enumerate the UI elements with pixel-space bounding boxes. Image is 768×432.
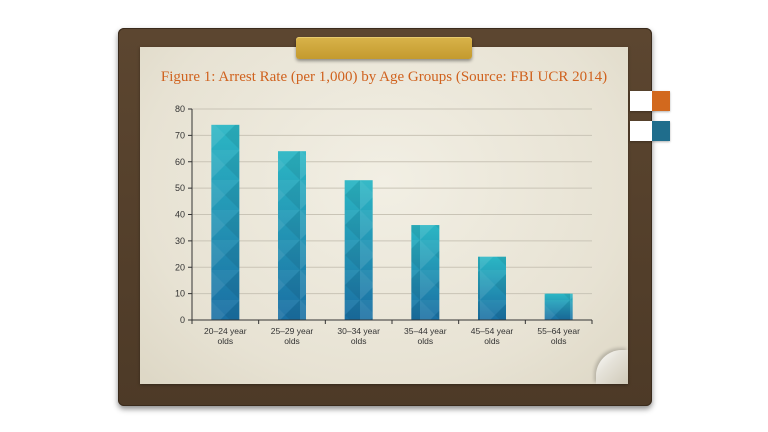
x-tick-label: olds [284, 336, 300, 346]
clipboard-clip [296, 37, 472, 59]
y-tick-label: 40 [175, 210, 185, 220]
x-tick-label: 55–64 year [537, 326, 580, 336]
bar-pattern-5 [478, 256, 506, 320]
y-tick-label: 0 [180, 315, 185, 325]
y-tick-label: 70 [175, 130, 185, 140]
chart-title: Figure 1: Arrest Rate (per 1,000) by Age… [160, 69, 608, 85]
teal-tab [630, 121, 670, 141]
x-tick-label: olds [551, 336, 567, 346]
y-tick-label: 10 [175, 289, 185, 299]
y-tick-label: 50 [175, 183, 185, 193]
bar-pattern-6 [544, 293, 573, 320]
axes [188, 108, 593, 324]
y-tick-label: 80 [175, 104, 185, 114]
x-tick-label: 35–44 year [404, 326, 447, 336]
bar-pattern-2 [278, 151, 306, 320]
x-tick-label: 45–54 year [471, 326, 514, 336]
bar-pattern-1 [211, 124, 240, 320]
x-tick-label: olds [218, 336, 234, 346]
x-tick-label: 30–34 year [337, 326, 380, 336]
y-tick-label: 20 [175, 262, 185, 272]
bar-pattern-4 [411, 225, 440, 320]
bars [211, 124, 573, 320]
x-tick-label: olds [484, 336, 500, 346]
x-tick-label: 20–24 year [204, 326, 247, 336]
orange-tab [630, 91, 670, 111]
x-tick-label: olds [351, 336, 367, 346]
x-tick-label: olds [418, 336, 434, 346]
x-tick-label: 25–29 year [271, 326, 314, 336]
grid-lines [192, 108, 592, 295]
y-tick-label: 60 [175, 157, 185, 167]
y-tick-label: 30 [175, 236, 185, 246]
bar-pattern-3 [344, 180, 373, 320]
